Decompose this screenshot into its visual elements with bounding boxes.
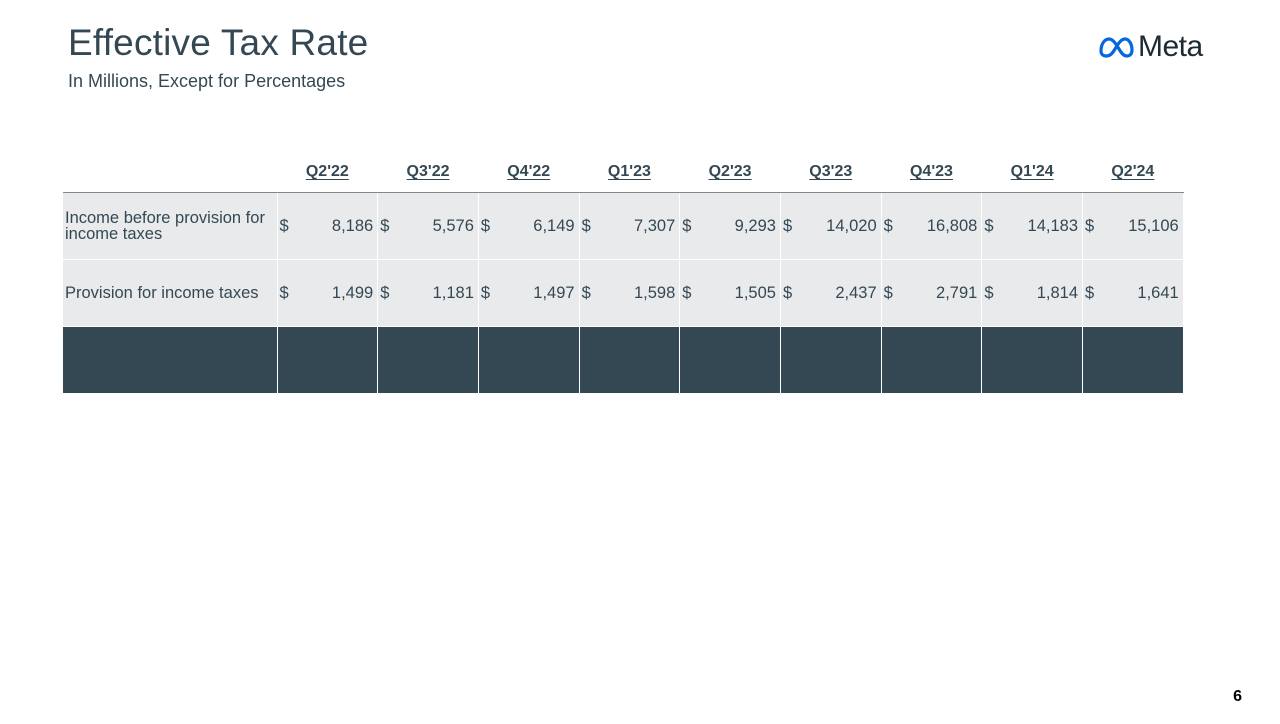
table-cell: $2,437 [780,259,882,327]
page-number: 6 [1233,688,1242,705]
table-cell: $9,293 [679,192,781,260]
currency-symbol: $ [380,216,390,235]
rate-cell: 11 % [1082,326,1184,393]
currency-symbol: $ [1085,216,1095,235]
table-cell: $1,598 [579,259,681,327]
table-cell: $5,576 [377,192,479,260]
meta-logo-text: Meta [1138,30,1203,63]
table-cell: $1,505 [679,259,781,327]
currency-symbol: $ [984,216,994,235]
rate-cell: 17 % [780,326,882,393]
table-cell: $1,499 [277,259,379,327]
table-cell: $15,106 [1082,192,1184,260]
cell-value: 2,791 [936,283,978,302]
currency-symbol: $ [279,283,289,302]
currency-symbol: $ [279,216,289,235]
table-row-effective-tax-rate: Effective Tax Rate 18 % 21 % 24 % 22 % 1… [63,326,1184,393]
cell-value: 7,307 [633,216,676,235]
cell-value: 14,183 [1027,216,1078,235]
rate-cell: 17 % [881,326,983,393]
currency-symbol: $ [380,283,390,302]
cell-value: 1,641 [1137,283,1179,302]
tax-rate-table: Q2'22 Q3'22 Q4'22 Q1'23 Q2'23 Q3'23 Q4'2… [63,152,1184,393]
column-header: Q1'23 [579,152,680,193]
row-label: Effective Tax Rate [63,326,278,393]
currency-symbol: $ [480,283,491,302]
cell-value: 14,020 [826,216,877,235]
header-empty [63,152,277,193]
cell-value: 16,808 [926,216,978,235]
table-cell: $1,641 [1082,259,1184,327]
rate-cell: 13 % [981,326,1083,393]
table-cell: $2,791 [881,259,983,327]
currency-symbol: $ [782,283,793,302]
currency-symbol: $ [984,283,994,302]
table-cell: $16,808 [881,192,983,260]
table-cell: $14,183 [981,192,1083,260]
cell-value: 1,181 [432,283,474,302]
cell-value: 8,186 [331,216,374,235]
rate-cell: 16 % [679,326,781,393]
column-header: Q3'23 [780,152,882,193]
table-row-provision-for-taxes: Provision for income taxes $1,499 $1,181… [63,259,1184,327]
cell-value: 1,497 [533,283,575,302]
column-header: Q2'24 [1082,152,1184,193]
currency-symbol: $ [480,216,491,235]
meta-infinity-icon [1099,37,1134,58]
table-row-income-before-tax: Income before provision for income taxes… [63,192,1184,260]
slide-title: Effective Tax Rate [68,22,369,63]
cell-value: 6,149 [533,216,575,235]
cell-value: 1,499 [331,283,374,302]
column-header: Q4'22 [478,152,580,193]
currency-symbol: $ [782,216,793,235]
rate-cell: 18 % [277,326,379,393]
cell-value: 1,814 [1036,283,1078,302]
row-label: Provision for income taxes [63,259,278,327]
row-label: Income before provision for income taxes [63,192,278,260]
column-header: Q2'22 [277,152,378,193]
currency-symbol: $ [682,216,692,235]
column-header: Q2'23 [679,152,781,193]
cell-value: 2,437 [835,283,877,302]
currency-symbol: $ [682,283,692,302]
table-cell: $1,181 [377,259,479,327]
meta-logo: Meta [1098,30,1203,64]
rate-cell: 24 % [478,326,580,393]
column-header: Q1'24 [981,152,1083,193]
cell-value: 1,598 [633,283,676,302]
currency-symbol: $ [883,283,893,302]
table-header-row: Q2'22 Q3'22 Q4'22 Q1'23 Q2'23 Q3'23 Q4'2… [63,152,1184,193]
currency-symbol: $ [581,216,591,235]
slide-subtitle: In Millions, Except for Percentages [68,71,346,91]
table-cell: $7,307 [579,192,681,260]
cell-value: 15,106 [1128,216,1179,235]
cell-value: 9,293 [734,216,776,235]
table-cell: $14,020 [780,192,882,260]
column-header: Q3'22 [377,152,479,193]
currency-symbol: $ [1085,283,1095,302]
column-header: Q4'23 [881,152,982,193]
currency-symbol: $ [581,283,591,302]
table-cell: $1,497 [478,259,580,327]
rate-cell: 22 % [579,326,681,393]
table-cell: $1,814 [981,259,1083,327]
cell-value: 5,576 [432,216,474,235]
table-cell: $8,186 [277,192,379,260]
currency-symbol: $ [883,216,893,235]
cell-value: 1,505 [734,283,776,302]
rate-cell: 21 % [377,326,479,393]
table-cell: $6,149 [478,192,580,260]
